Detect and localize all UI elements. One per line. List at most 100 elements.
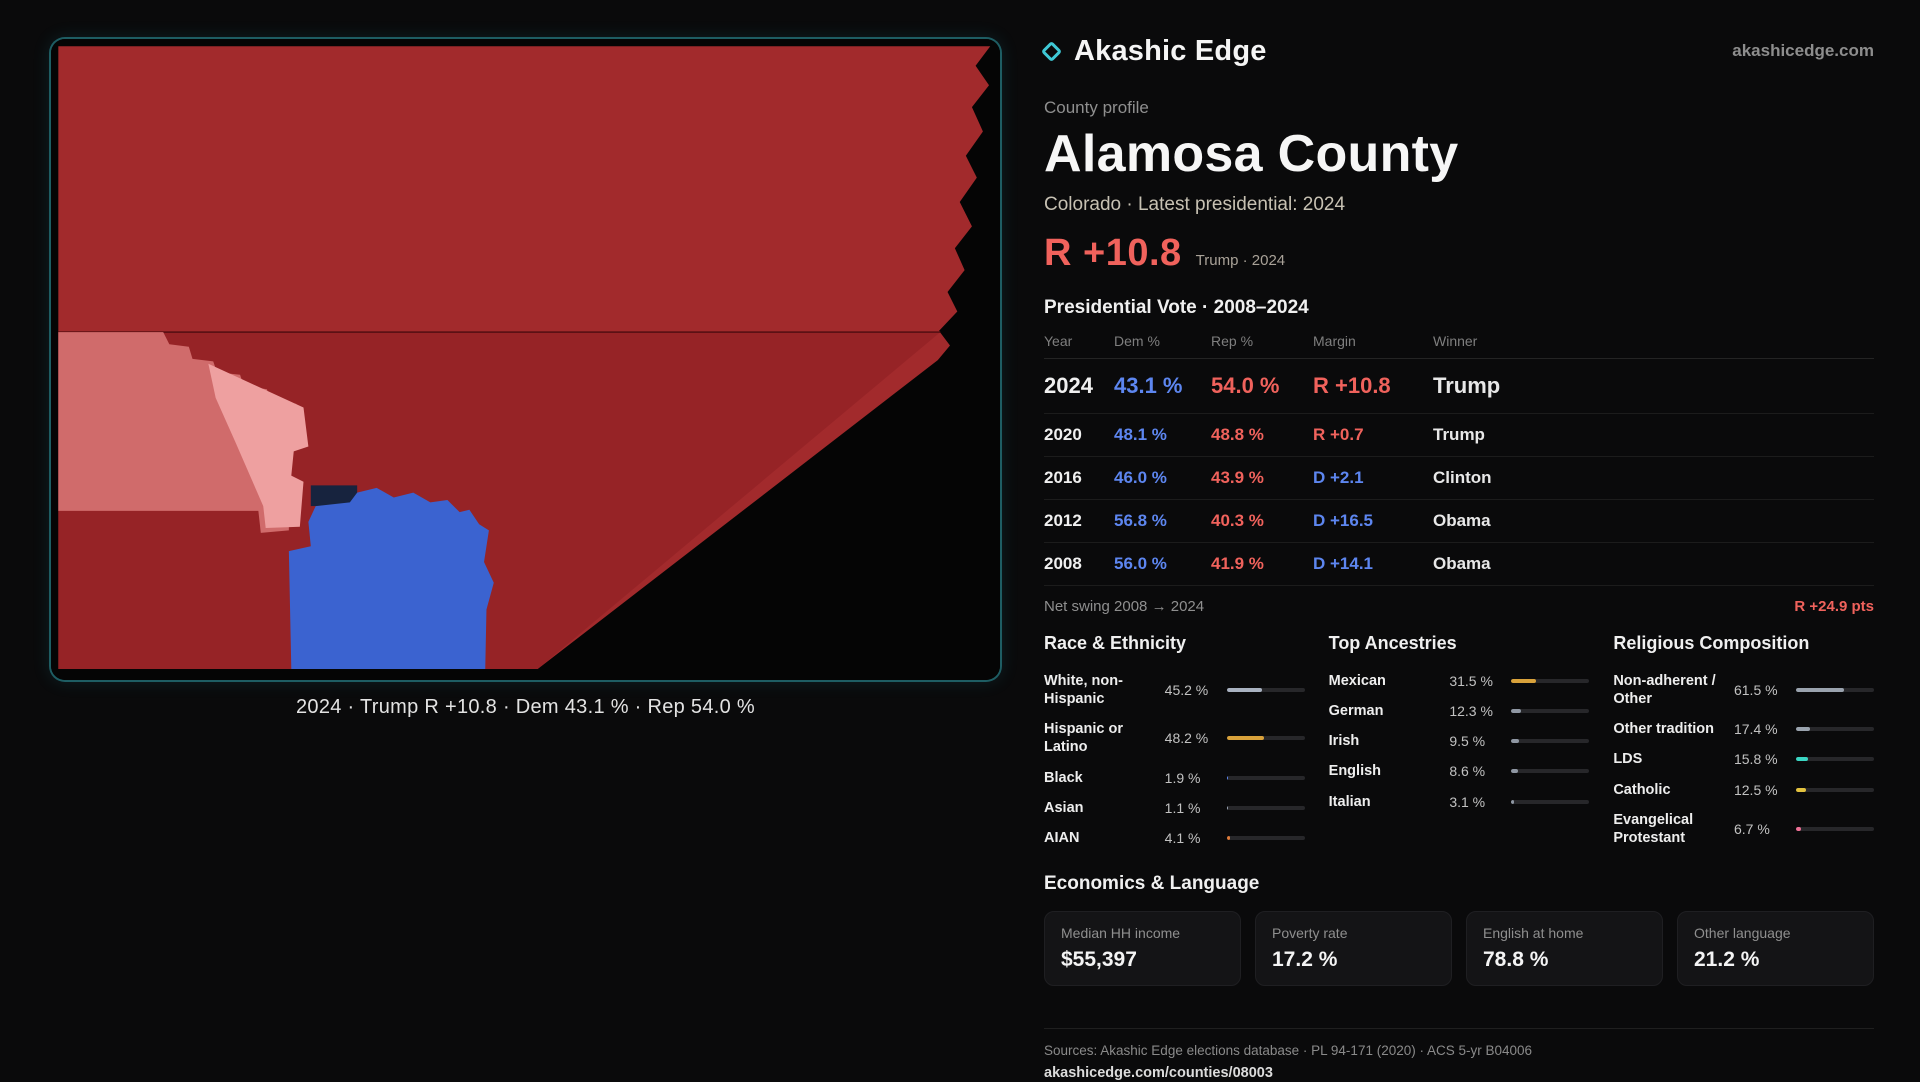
race-bar-fill [1226,736,1265,741]
brand-name: Akashic Edge [1074,34,1267,67]
col-rep: Rep % [1211,333,1254,349]
col-dem: Dem % [1114,333,1160,349]
col-margin: Margin [1313,333,1356,349]
vote-winner: Obama [1433,554,1491,573]
footer: Sources: Akashic Edge elections database… [1044,1027,1874,1082]
stat-card-value: 17.2 % [1272,947,1338,971]
ancestry-item-label: Irish [1328,733,1360,750]
race-item: Black 1.9 % [1044,763,1305,793]
ancestry-bar-fill [1511,739,1519,744]
religion-bar-fill [1795,688,1844,693]
vote-winner: Trump [1433,373,1501,398]
county-precinct-map [49,37,1002,682]
col-year: Year [1044,333,1073,349]
religion-title: Religious Composition [1613,633,1810,653]
ancestry-item-label: English [1328,763,1382,780]
vote-winner: Trump [1433,425,1485,444]
vote-rep-pct: 41.9 % [1211,554,1264,573]
vote-winner: Clinton [1433,468,1492,487]
vote-rep-pct: 43.9 % [1211,468,1264,487]
ancestry-item-value: 12.3 % [1449,703,1493,720]
precinct-tossup-pink [208,363,309,528]
race-item-value: 1.1 % [1164,799,1201,816]
partisan-lean: R +10.8 [1044,232,1182,274]
vote-row: 2020 48.1 % 48.8 % R +0.7 Trump [1044,414,1874,457]
race-bar-fill [1226,805,1228,810]
race-item-label: Hispanic or Latino [1044,721,1123,756]
demographics-section: Race & Ethnicity White, non-Hispanic 45.… [1044,633,1874,853]
permalink[interactable]: akashicedge.com/counties/08003 [1044,1064,1273,1081]
brand: Akashic Edge [1040,34,1267,68]
vote-table-title: Presidential Vote · 2008–2024 [1044,297,1309,318]
subtitle: Colorado · Latest presidential: 2024 [1044,194,1346,215]
race-column: Race & Ethnicity White, non-Hispanic 45.… [1044,633,1305,853]
ancestry-item-label: German [1328,703,1384,720]
race-item: Hispanic or Latino 48.2 % [1044,714,1305,762]
map-caption: 2024 · Trump R +10.8 · Dem 43.1 % · Rep … [295,696,755,718]
religion-item-value: 15.8 % [1733,751,1778,768]
ancestry-item-value: 9.5 % [1449,733,1486,750]
stat-card-label: Other language [1694,924,1791,941]
brand-diamond-icon [1040,40,1063,62]
religion-bar-track [1795,688,1874,693]
ancestry-item-value: 8.6 % [1449,763,1486,780]
ancestry-item: English 8.6 % [1329,756,1590,786]
stat-card: Other language 21.2 % [1677,910,1874,986]
vote-margin: R +10.8 [1313,373,1391,398]
religion-item-value: 6.7 % [1733,820,1770,837]
religion-column: Religious Composition Non-adherent / Oth… [1613,633,1874,853]
vote-row: 2024 43.1 % 54.0 % R +10.8 Trump [1044,359,1874,414]
religion-bar-track [1795,787,1874,792]
vote-rep-pct: 40.3 % [1211,511,1264,530]
vote-row: 2016 46.0 % 43.9 % D +2.1 Clinton [1044,457,1874,500]
vote-margin: D +16.5 [1313,511,1374,530]
religion-item-value: 17.4 % [1733,721,1778,738]
net-swing-value: R +24.9 pts [1794,598,1874,615]
race-item-value: 1.9 % [1164,769,1201,786]
vote-row: 2012 56.8 % 40.3 % D +16.5 Obama [1044,500,1874,543]
religion-item-label: LDS [1613,751,1643,768]
religion-list: Non-adherent / Other 61.5 % Other tradit… [1613,666,1874,853]
ancestry-item-value: 31.5 % [1449,673,1493,690]
app-header: Akashic Edge akashicedge.com [1040,30,1874,72]
vote-margin: D +14.1 [1313,554,1374,573]
ancestry-item-label: Mexican [1328,673,1386,689]
religion-item-value: 12.5 % [1733,781,1778,798]
ancestry-bar-fill [1511,769,1519,774]
religion-item: Non-adherent / Other 61.5 % [1613,666,1874,714]
precinct-democratic [288,487,494,670]
race-bar-track [1226,736,1305,741]
vote-dem-pct: 43.1 % [1114,373,1183,398]
religion-bar-track [1795,727,1874,732]
religion-item-label: Non-adherent / Other [1613,673,1716,708]
ancestry-bar-fill [1511,709,1521,714]
race-title: Race & Ethnicity [1044,633,1187,653]
race-item-value: 4.1 % [1164,829,1201,846]
race-item: White, non-Hispanic 45.2 % [1044,666,1305,714]
religion-item: Evangelical Protestant 6.7 % [1613,805,1874,853]
lean-context: Trump · 2024 [1195,252,1286,269]
religion-item-value: 61.5 % [1733,682,1778,699]
vote-dem-pct: 46.0 % [1114,468,1167,487]
ancestry-item: German 12.3 % [1329,696,1590,726]
col-winner: Winner [1433,333,1478,349]
site-link[interactable]: akashicedge.com [1732,41,1874,60]
vote-margin: D +2.1 [1313,468,1364,487]
race-item-value: 45.2 % [1164,682,1209,699]
race-item-label: Black [1044,769,1083,786]
precinct-lean-republican [58,332,306,533]
vote-table-header: Year Dem % Rep % Margin Winner [1044,333,1874,359]
religion-item: Catholic 12.5 % [1613,775,1874,805]
vote-dem-pct: 56.8 % [1114,511,1167,530]
vote-year: 2020 [1044,425,1082,444]
religion-bar-track [1795,757,1874,762]
profile-panel: Akashic Edge akashicedge.com County prof… [1040,30,1874,1082]
vote-year: 2012 [1044,511,1082,530]
vote-rep-pct: 54.0 % [1211,373,1280,398]
vote-dem-pct: 48.1 % [1114,425,1167,444]
lean-row: R +10.8 Trump · 2024 [1044,232,1874,275]
county-map-svg [51,39,1000,680]
ancestry-bar-track [1511,799,1590,804]
ancestry-item-value: 3.1 % [1449,793,1486,810]
